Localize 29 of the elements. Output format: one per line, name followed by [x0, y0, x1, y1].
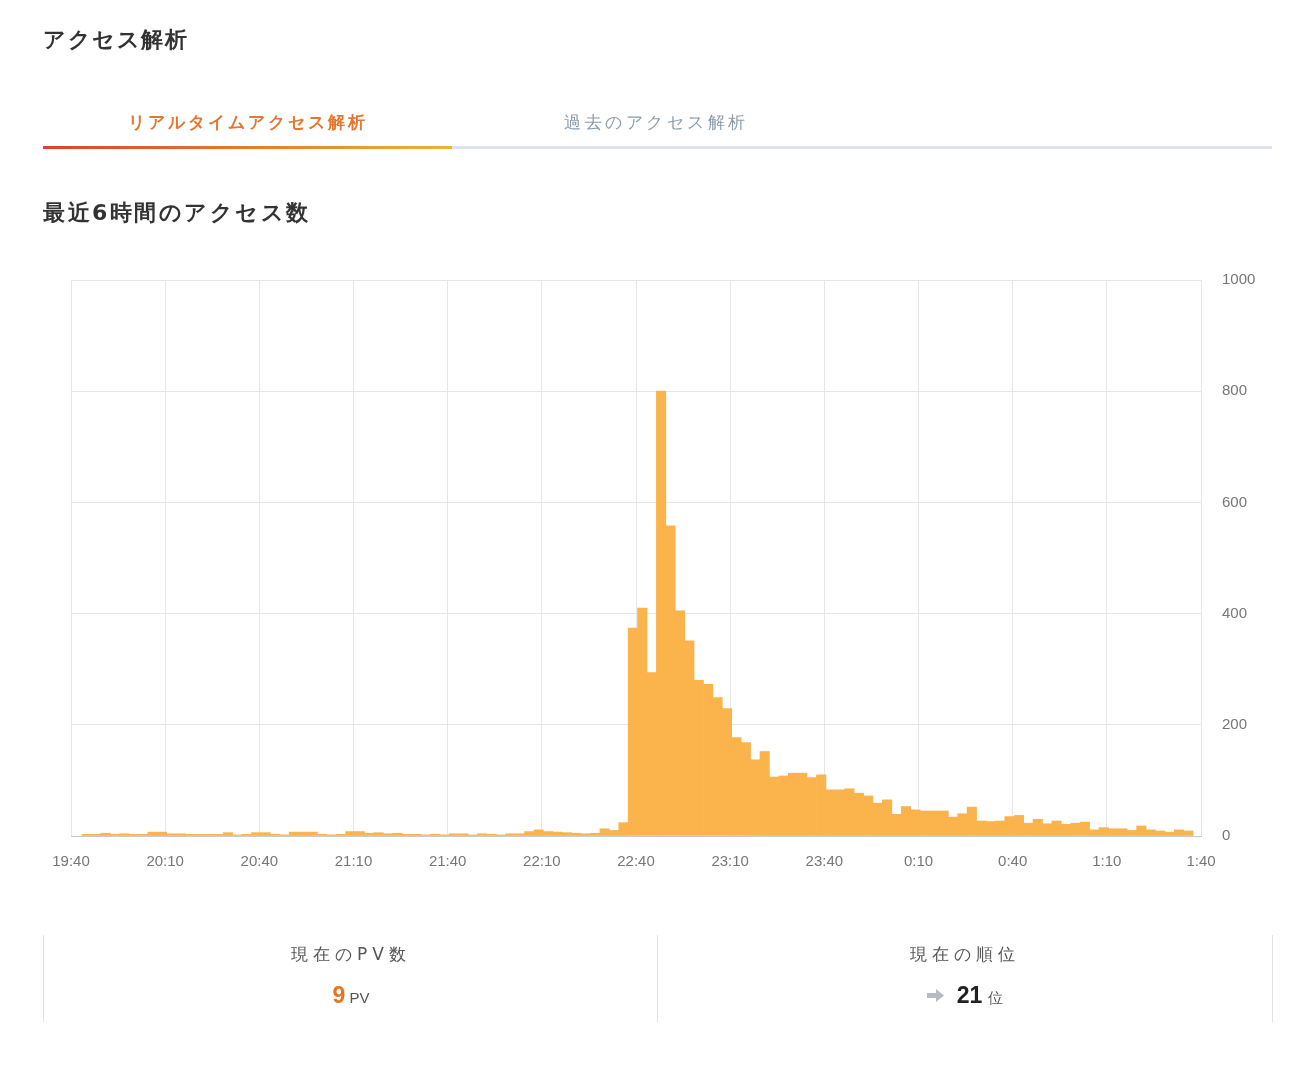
- text: 21: [956, 982, 983, 1008]
- text: 過去のアクセス解析: [564, 111, 749, 134]
- x-tick-label: 23:10: [711, 852, 749, 870]
- y-tick-label: 0: [1222, 826, 1231, 844]
- y-tick-label: 800: [1222, 381, 1248, 399]
- x-tick-label: 0:40: [998, 852, 1028, 870]
- text: 9: [332, 982, 346, 1008]
- text: 現在の順位: [910, 944, 1020, 964]
- x-tick-label: 22:40: [617, 852, 655, 870]
- y-tick-label: 400: [1222, 603, 1248, 621]
- x-tick-label: 21:10: [334, 852, 373, 870]
- chart-title: アクセス解析: [43, 26, 188, 54]
- y-tick-label: 1000: [1222, 270, 1256, 288]
- chart-subtitle: 最近6時間のアクセス数: [43, 199, 311, 227]
- text: リアルタイムアクセス解析: [127, 111, 368, 134]
- x-tick-label: 1:40: [1186, 852, 1216, 870]
- x-tick-label: 1:10: [1092, 852, 1122, 870]
- text: 位: [988, 989, 1004, 1007]
- text: PV: [349, 989, 370, 1006]
- text: 現在のPV数: [291, 944, 411, 964]
- x-tick-label: 19:40: [52, 852, 90, 870]
- y-tick-label: 200: [1222, 714, 1248, 732]
- x-tick-label: 20:10: [146, 852, 184, 870]
- y-tick-label: 600: [1222, 492, 1248, 510]
- x-tick-label: 20:40: [240, 852, 279, 870]
- x-tick-label: 21:40: [428, 852, 467, 870]
- x-tick-label: 23:40: [805, 852, 844, 870]
- x-tick-label: 22:10: [523, 852, 561, 870]
- x-tick-label: 0:10: [903, 852, 934, 870]
